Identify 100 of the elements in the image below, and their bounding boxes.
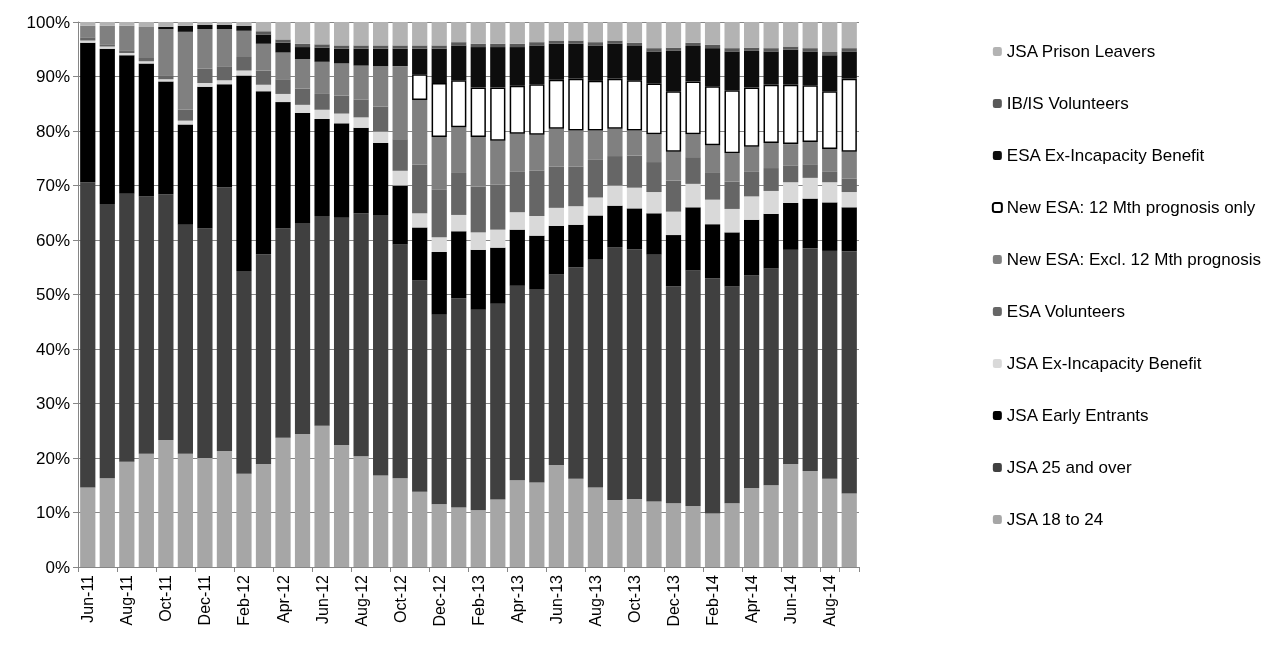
bar: [665, 180, 682, 212]
bar: [99, 22, 115, 26]
x-tick-label: Dec-12: [430, 574, 448, 627]
bar: [177, 224, 193, 454]
bar: [704, 513, 721, 567]
bar: [158, 29, 174, 76]
bar: [665, 286, 682, 504]
bar: [431, 45, 447, 49]
bar: [470, 249, 486, 310]
bar: [373, 142, 389, 215]
bar: [704, 44, 721, 49]
x-tick-label: Aug-13: [586, 574, 604, 627]
bar: [80, 42, 96, 183]
bar: [646, 213, 662, 255]
bar: [802, 471, 818, 567]
bar: [646, 48, 662, 52]
bar: [353, 127, 369, 214]
x-tick-label: Apr-14: [743, 574, 761, 624]
legend-label: JSA Early Entrants: [1006, 406, 1149, 425]
bar: [509, 133, 525, 172]
bar: [451, 507, 467, 567]
bar: [158, 79, 174, 82]
legend-label: JSA Ex-Incapacity Benefit: [1006, 354, 1202, 373]
x-tick-label: Apr-13: [508, 574, 526, 624]
bar: [451, 42, 467, 46]
bar: [314, 109, 330, 120]
x-tick-label: Aug-12: [352, 574, 370, 627]
bar: [529, 289, 545, 483]
bar: [685, 270, 701, 506]
bar: [724, 90, 740, 154]
bar: [665, 91, 682, 152]
bar: [724, 232, 740, 287]
bar: [451, 80, 467, 128]
bar: [587, 215, 604, 260]
bar: [197, 458, 213, 567]
bar: [626, 249, 643, 499]
bar: [646, 134, 662, 163]
bar: [275, 42, 291, 53]
bar: [275, 437, 291, 567]
y-tick-label: 0%: [45, 557, 70, 577]
bar: [451, 214, 467, 232]
legend-label: New ESA: Excl. 12 Mth prognosis: [1006, 250, 1262, 269]
bar: [197, 86, 213, 229]
bar: [490, 43, 506, 48]
x-tick-label: Jun-11: [79, 574, 97, 623]
x-tick-label: Feb-12: [235, 574, 253, 626]
bar: [665, 211, 682, 236]
bar: [607, 499, 623, 567]
bar: [587, 42, 604, 46]
bar: [197, 68, 213, 84]
bar: [490, 22, 506, 44]
bar: [763, 142, 779, 169]
bar: [197, 22, 213, 25]
bar: [783, 84, 799, 145]
bar: [490, 47, 506, 88]
bar: [685, 45, 701, 82]
bar: [568, 478, 584, 567]
x-tick-label: Dec-13: [665, 574, 683, 627]
bar: [529, 42, 545, 46]
bar: [138, 196, 154, 454]
bar: [763, 51, 779, 85]
bar: [587, 259, 604, 488]
bar: [724, 51, 740, 91]
bar: [236, 22, 252, 26]
bar: [119, 22, 135, 26]
bar: [783, 22, 799, 47]
bar: [470, 510, 486, 567]
bar: [841, 22, 857, 49]
bar: [314, 425, 330, 567]
bar: [333, 45, 350, 49]
bar: [509, 285, 525, 481]
bar: [607, 78, 623, 129]
bar: [490, 229, 506, 248]
bar: [294, 43, 311, 48]
bar: [763, 84, 779, 143]
bar: [744, 171, 760, 197]
bar: [822, 51, 838, 56]
x-tick-label: Jun-13: [547, 574, 565, 624]
bar: [314, 216, 330, 426]
bar: [431, 251, 447, 315]
bar: [646, 51, 662, 84]
bar: [704, 278, 721, 514]
bar: [646, 22, 662, 49]
bar: [783, 165, 799, 183]
bar: [587, 22, 604, 43]
x-tick-label: Aug-11: [118, 574, 136, 626]
bar: [333, 48, 350, 64]
bar: [294, 113, 311, 224]
bar: [80, 182, 96, 488]
bar: [294, 88, 311, 105]
bar: [568, 40, 584, 44]
y-tick-label: 50%: [35, 285, 70, 304]
bar: [529, 482, 545, 567]
bar: [724, 153, 740, 182]
bar: [470, 43, 486, 48]
bar: [314, 22, 330, 45]
x-tick-label: Feb-13: [469, 574, 487, 626]
bar: [216, 187, 233, 451]
bar: [333, 444, 350, 567]
bar: [568, 267, 584, 479]
